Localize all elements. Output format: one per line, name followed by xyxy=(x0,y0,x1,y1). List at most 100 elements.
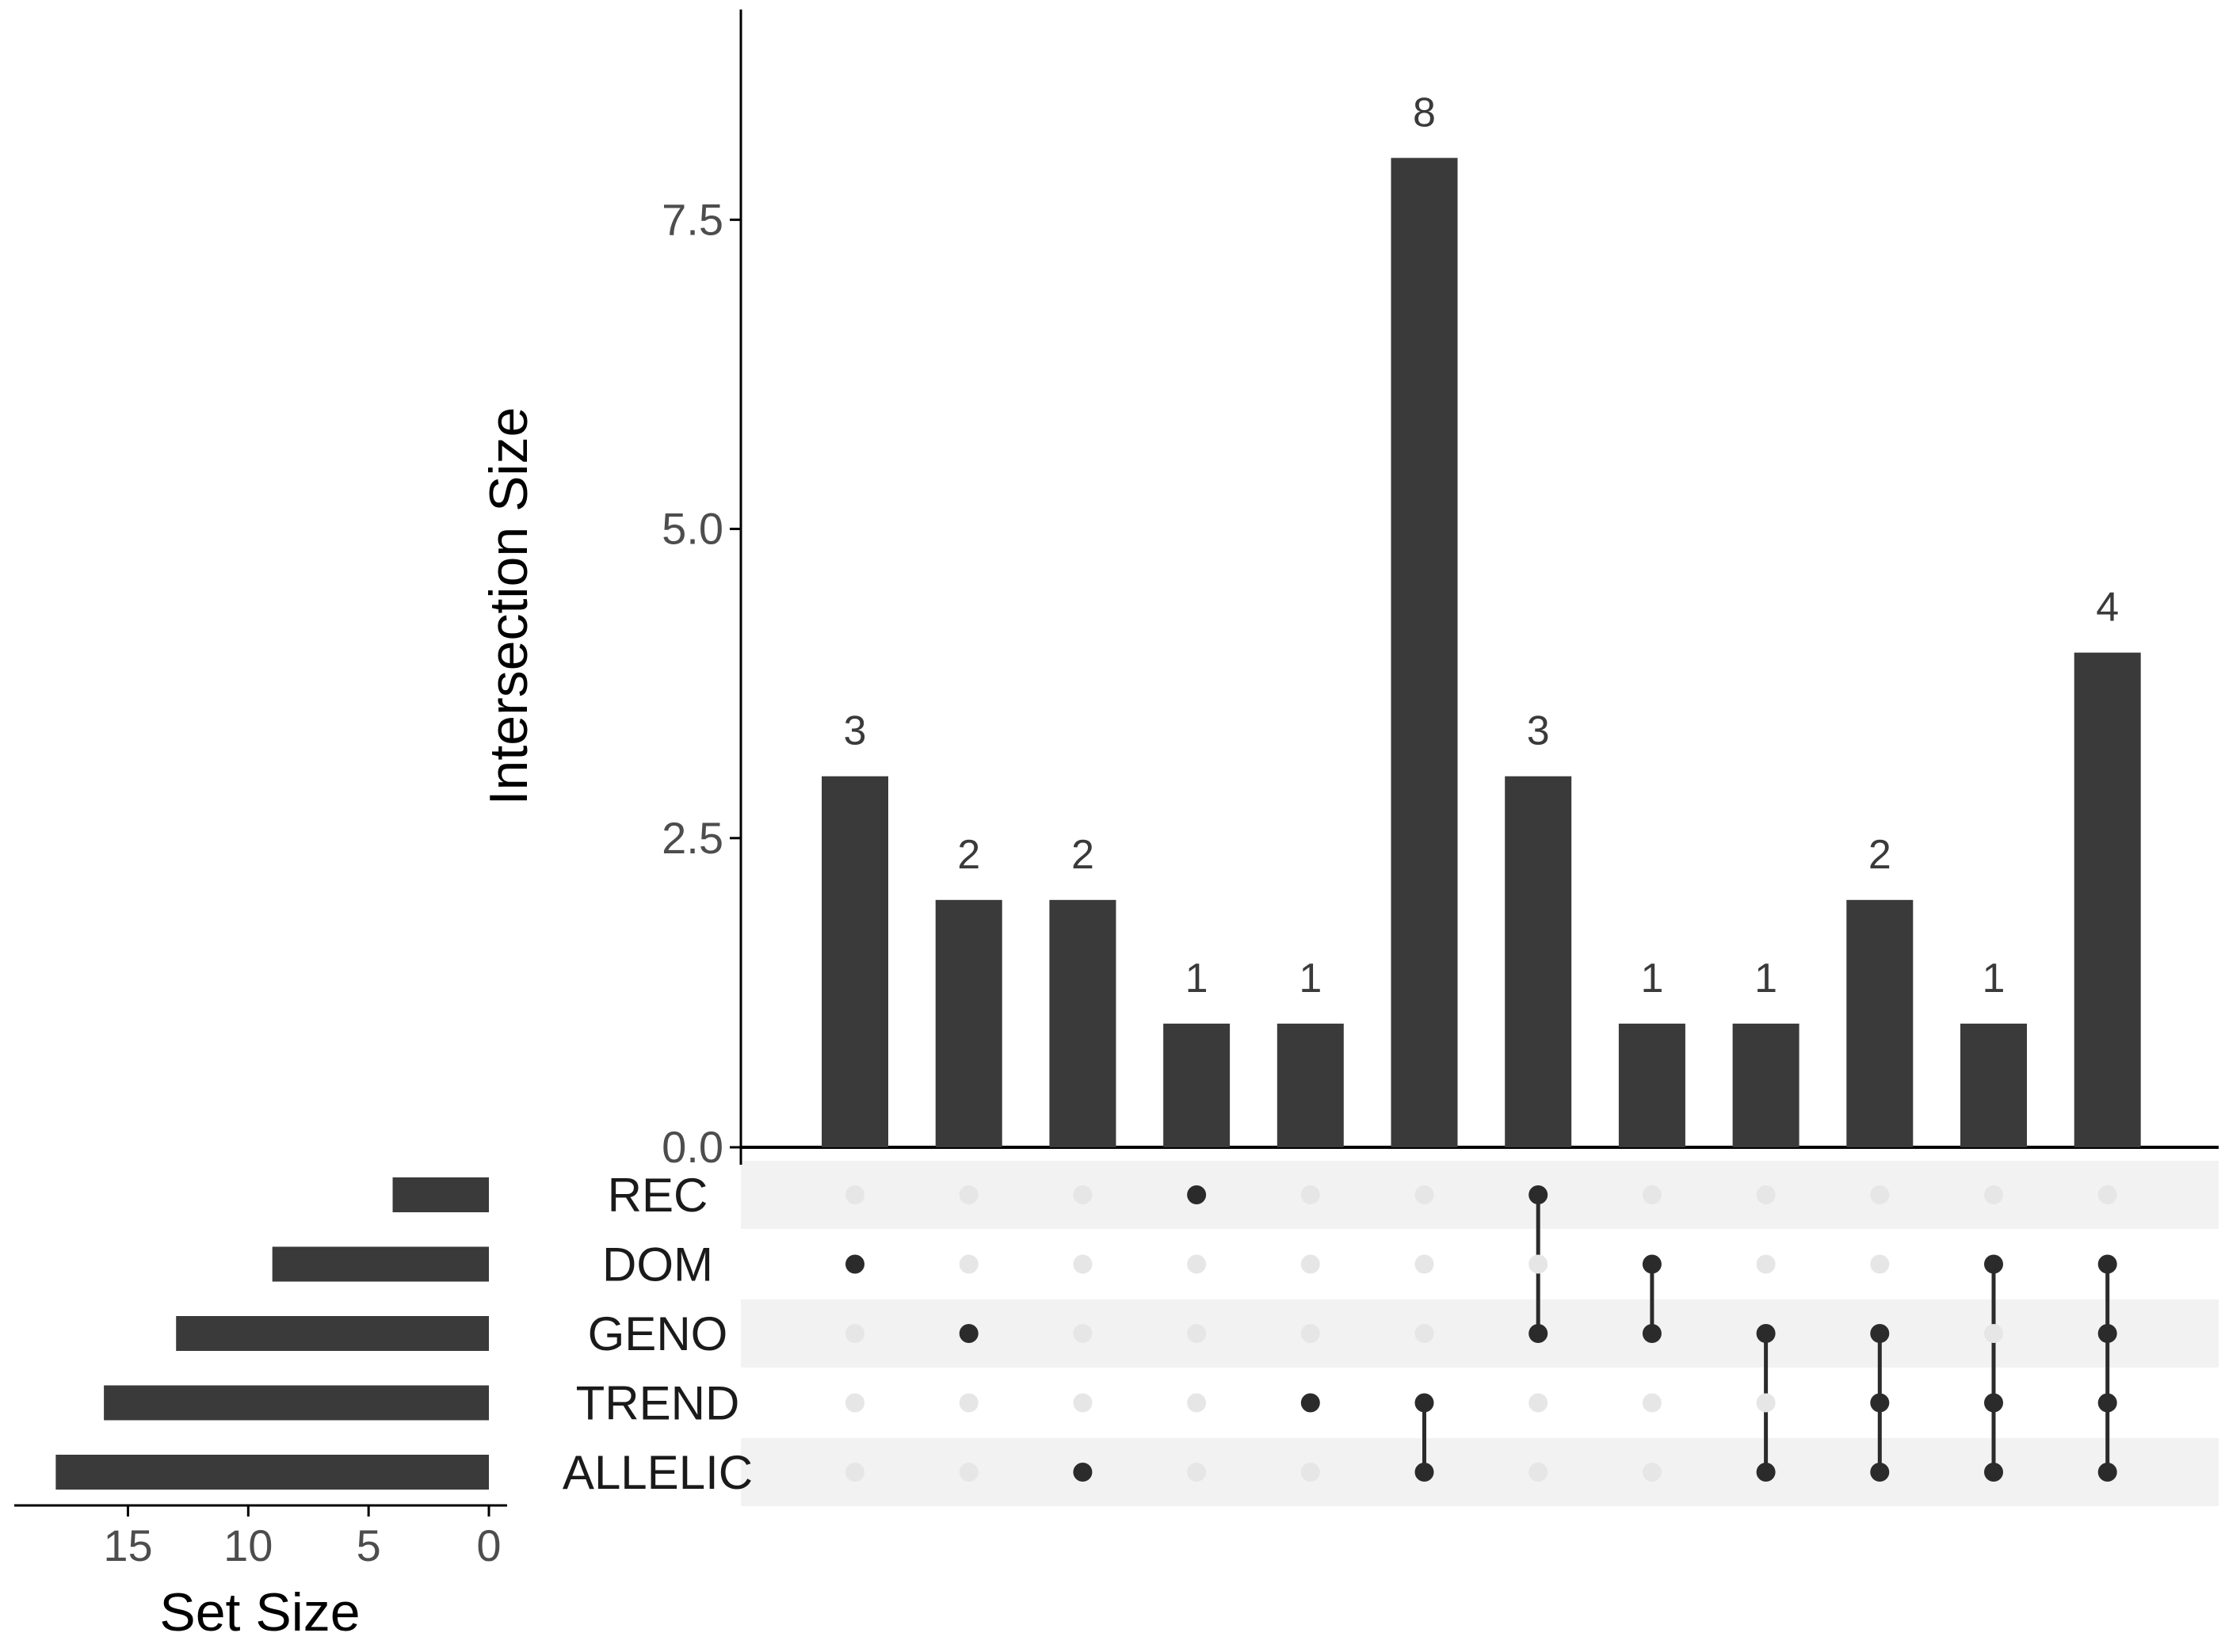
matrix-dot-inactive xyxy=(1870,1254,1890,1274)
set-size-bar-geno xyxy=(176,1316,490,1351)
intersection-bar xyxy=(1618,1023,1685,1147)
matrix-dot-active xyxy=(1414,1393,1434,1413)
matrix-dot-active xyxy=(2097,1393,2117,1413)
matrix-dot-active xyxy=(1984,1254,2003,1274)
set-size-x-axis: 15 10 5 0 xyxy=(14,1504,507,1570)
matrix-dot-inactive xyxy=(1870,1185,1890,1204)
intersection-bar xyxy=(2074,652,2141,1147)
intersection-bar-value-label: 1 xyxy=(1640,956,1663,1002)
matrix-dot-inactive xyxy=(1984,1324,2003,1343)
matrix-dot-active xyxy=(1642,1324,1662,1343)
matrix-dot-inactive xyxy=(1073,1393,1093,1413)
matrix-dot-inactive xyxy=(1073,1185,1093,1204)
intersection-bar xyxy=(1391,158,1458,1148)
intersection-bar-value-label: 4 xyxy=(2096,585,2119,631)
matrix-dot-active xyxy=(1414,1463,1434,1482)
matrix-dot-inactive xyxy=(959,1185,979,1204)
matrix-dot-inactive xyxy=(1642,1463,1662,1482)
intersection-bar-labels: 3 2 2 1 1 8 3 1 1 2 1 4 xyxy=(844,90,2120,1002)
matrix-dot-active xyxy=(1870,1393,1890,1413)
matrix-dot-active xyxy=(1984,1393,2003,1413)
matrix-dot-inactive xyxy=(959,1393,979,1413)
matrix-dot-inactive xyxy=(845,1393,864,1413)
matrix-dot-active xyxy=(1300,1393,1320,1413)
intersection-bar xyxy=(935,899,1002,1147)
intersection-bar xyxy=(1049,899,1116,1147)
intersection-bar-value-label: 1 xyxy=(1185,956,1208,1002)
matrix-dot-active xyxy=(959,1324,979,1343)
matrix-dot-inactive xyxy=(1642,1393,1662,1413)
matrix-dot-active xyxy=(1073,1463,1093,1482)
matrix-dot-active xyxy=(1756,1324,1776,1343)
matrix-dot-inactive xyxy=(959,1463,979,1482)
set-name-label-allelic: ALLELIC xyxy=(563,1446,753,1499)
intersection-bar xyxy=(1163,1023,1231,1147)
matrix-dot-inactive xyxy=(1984,1185,2003,1204)
matrix-dot-inactive xyxy=(1300,1254,1320,1274)
set-name-label-rec: REC xyxy=(608,1169,708,1222)
matrix-dot-active xyxy=(1187,1185,1207,1204)
intersection-matrix xyxy=(845,1185,2117,1482)
matrix-dot-inactive xyxy=(1300,1463,1320,1482)
intersection-axis-title: Intersection Size xyxy=(479,407,539,806)
intersection-bar xyxy=(1732,1023,1799,1147)
matrix-dot-inactive xyxy=(1756,1185,1776,1204)
set-size-bar-rec xyxy=(392,1177,489,1212)
matrix-stripe-geno xyxy=(741,1299,2219,1368)
matrix-dot-inactive xyxy=(1756,1254,1776,1274)
matrix-stripe-allelic xyxy=(741,1438,2219,1506)
set-size-axis-title: Set Size xyxy=(159,1582,360,1642)
matrix-dot-inactive xyxy=(1300,1185,1320,1204)
y-tick-label: 0.0 xyxy=(662,1122,723,1172)
matrix-dot-active xyxy=(1984,1463,2003,1482)
matrix-dot-inactive xyxy=(1073,1254,1093,1274)
matrix-stripes xyxy=(741,1161,2219,1506)
set-size-tick-label: 15 xyxy=(103,1520,152,1570)
matrix-dot-active xyxy=(2097,1463,2117,1482)
intersection-bar-value-label: 2 xyxy=(957,832,980,878)
intersection-bar xyxy=(1505,776,1572,1147)
matrix-dot-inactive xyxy=(1528,1393,1548,1413)
intersection-bar-value-label: 3 xyxy=(844,708,867,754)
matrix-dot-inactive xyxy=(1756,1393,1776,1413)
matrix-dot-active xyxy=(845,1254,864,1274)
matrix-dot-active xyxy=(2097,1324,2117,1343)
matrix-dot-inactive xyxy=(1414,1254,1434,1274)
set-size-bars xyxy=(55,1177,490,1490)
matrix-dot-active xyxy=(1528,1324,1548,1343)
matrix-dot-inactive xyxy=(1642,1185,1662,1204)
set-name-label-geno: GENO xyxy=(588,1307,728,1360)
y-tick-label: 2.5 xyxy=(662,813,723,863)
matrix-dot-active xyxy=(1870,1324,1890,1343)
matrix-dot-active xyxy=(1870,1463,1890,1482)
intersection-bar xyxy=(1277,1023,1344,1147)
matrix-dot-active xyxy=(2097,1254,2117,1274)
matrix-dot-inactive xyxy=(1528,1254,1548,1274)
matrix-dot-inactive xyxy=(1073,1324,1093,1343)
intersection-bar xyxy=(1846,899,1914,1147)
intersection-bar-value-label: 1 xyxy=(1754,956,1777,1002)
matrix-dot-inactive xyxy=(1414,1185,1434,1204)
set-size-tick-label: 10 xyxy=(223,1520,273,1570)
intersection-bar-value-label: 3 xyxy=(1527,708,1550,754)
matrix-dot-inactive xyxy=(1528,1463,1548,1482)
matrix-dot-inactive xyxy=(845,1324,864,1343)
matrix-dot-active xyxy=(1756,1463,1776,1482)
matrix-dot-active xyxy=(1528,1185,1548,1204)
matrix-dot-inactive xyxy=(959,1254,979,1274)
intersection-bar-value-label: 8 xyxy=(1413,90,1436,135)
set-size-bar-trend xyxy=(104,1385,489,1421)
set-size-bar-allelic xyxy=(55,1455,490,1490)
matrix-dot-inactive xyxy=(845,1185,864,1204)
matrix-dot-inactive xyxy=(1414,1324,1434,1343)
y-tick-label: 5.0 xyxy=(662,504,723,554)
set-name-label-dom: DOM xyxy=(602,1238,713,1291)
set-size-bar-dom xyxy=(272,1246,489,1282)
set-size-tick-label: 5 xyxy=(357,1520,381,1570)
matrix-dot-inactive xyxy=(1187,1324,1207,1343)
intersection-bar xyxy=(822,776,888,1147)
matrix-dot-inactive xyxy=(1187,1254,1207,1274)
matrix-dot-inactive xyxy=(1187,1393,1207,1413)
